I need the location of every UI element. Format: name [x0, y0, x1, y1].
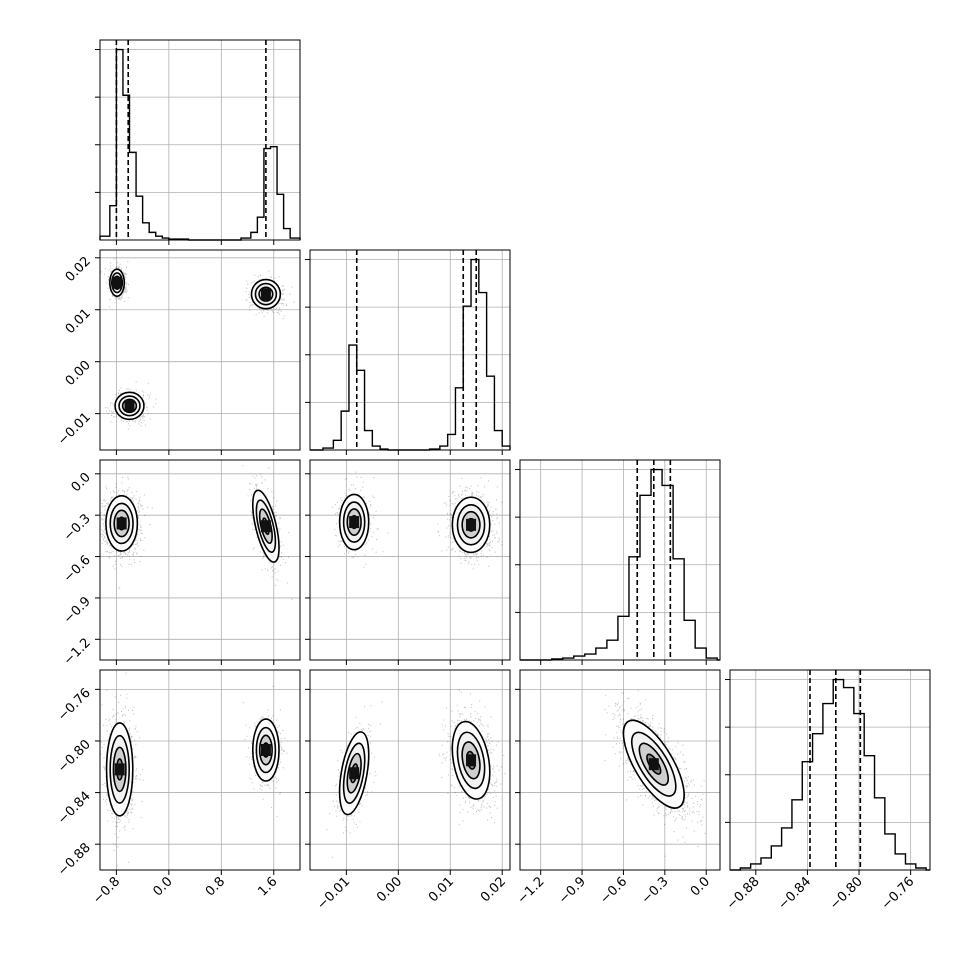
y-tick-label-3-0: −0.88: [55, 840, 94, 879]
y-tick-label-1-0: −0.01: [55, 410, 94, 449]
scatter-2-1: [310, 460, 510, 660]
density-peak-3-0-1: [260, 744, 271, 756]
panel-frame-2-1: [309, 459, 511, 661]
grid-lines-0-0: [100, 40, 300, 240]
scatter-points-2-1-0: [331, 471, 389, 568]
y-tick-label-1-2: 0.01: [63, 306, 94, 337]
x-tick-label-1-3: 0.02: [478, 874, 509, 905]
density-peak-2-0-0: [116, 517, 127, 530]
panel-frame-2-0: [99, 459, 301, 661]
scatter-1-0: [100, 250, 300, 450]
x-tick-label-0-0: −0.8: [90, 874, 123, 907]
scatter-3-0: [100, 670, 300, 870]
hist-frame-3: [729, 669, 931, 871]
scatter-3-2: [520, 670, 720, 870]
panel-frame-1-0: [99, 249, 301, 451]
density-peak-3-0-0: [114, 763, 125, 776]
x-tick-label-3-2: −0.80: [827, 874, 866, 913]
density-peak-1-0-2: [260, 288, 271, 301]
scatter-3-1: [310, 670, 510, 870]
x-tick-label-0-1: 0.0: [150, 874, 175, 899]
density-peak-3-1-0: [349, 767, 360, 780]
y-tick-label-2-1: −0.9: [61, 594, 94, 627]
x-tick-label-2-1: −0.9: [556, 874, 589, 907]
scatter-points-3-0-1: [242, 685, 288, 817]
y-tick-label-2-4: 0.0: [69, 470, 94, 495]
panel-frame-3-2: [519, 669, 721, 871]
grid-lines-2-2: [520, 460, 720, 660]
hist-step-0: [99, 48, 301, 241]
y-tick-label-3-2: −0.80: [55, 737, 94, 776]
y-tick-label-3-3: −0.76: [55, 686, 94, 725]
x-tick-label-1-1: 0.00: [374, 874, 405, 905]
grid-lines-1-1: [310, 250, 510, 450]
grid-lines-3-3: [730, 670, 930, 870]
x-tick-label-0-2: 0.8: [203, 874, 228, 899]
y-tick-label-1-3: 0.02: [63, 254, 94, 285]
x-tick-label-3-0: −0.88: [724, 874, 763, 913]
x-tick-label-3-3: −0.76: [879, 874, 918, 913]
hist-frame-1: [309, 249, 511, 451]
x-tick-label-2-4: 0.0: [688, 874, 713, 899]
y-tick-label-2-3: −0.3: [61, 511, 94, 544]
y-tick-label-1-1: 0.00: [63, 358, 94, 389]
x-tick-label-2-0: −1.2: [515, 874, 548, 907]
x-tick-label-2-2: −0.6: [597, 874, 630, 907]
hist-step-2: [520, 468, 720, 661]
x-tick-label-3-1: −0.84: [775, 874, 814, 913]
x-tick-label-2-3: −0.3: [639, 874, 672, 907]
scatter-2-0: [100, 460, 300, 660]
density-peak-3-2-0: [648, 758, 659, 771]
density-peak-2-1-1: [466, 518, 477, 531]
density-peak-1-0-1: [124, 399, 135, 412]
density-peak-3-1-1: [466, 754, 477, 767]
hist-step-3: [730, 678, 930, 871]
y-tick-label-2-2: −0.6: [61, 553, 94, 586]
panel-frame-3-1: [309, 669, 511, 871]
x-tick-label-1-2: 0.01: [426, 874, 457, 905]
x-tick-label-0-3: 1.6: [255, 874, 280, 899]
y-tick-label-3-1: −0.84: [55, 789, 94, 828]
y-tick-label-2-0: −1.2: [61, 636, 94, 669]
density-peak-2-1-0: [349, 516, 360, 529]
density-peak-2-0-1: [260, 520, 271, 533]
hist-frame-2: [519, 459, 721, 661]
panel-frame-3-0: [99, 669, 301, 871]
density-peak-1-0-0: [112, 276, 123, 289]
x-tick-label-1-0: −0.01: [314, 874, 353, 913]
hist-frame-0: [99, 39, 301, 241]
